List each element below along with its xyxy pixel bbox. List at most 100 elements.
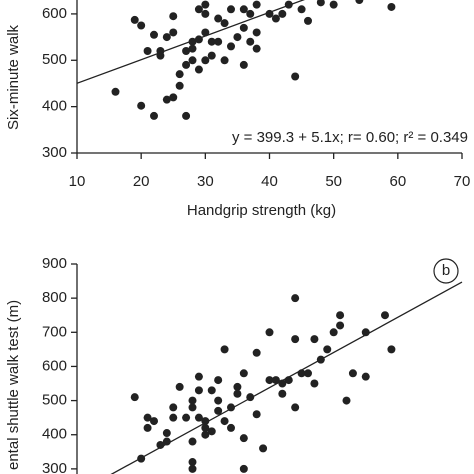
point <box>169 12 178 21</box>
point <box>342 396 351 405</box>
point <box>304 369 312 378</box>
point <box>137 21 146 30</box>
point <box>201 417 210 426</box>
point <box>214 376 223 385</box>
point <box>156 440 165 449</box>
point <box>182 111 191 120</box>
point <box>336 321 345 330</box>
point <box>316 0 325 7</box>
x-tick-label: 70 <box>454 173 471 190</box>
x-tick-label: 20 <box>133 173 150 190</box>
point <box>137 454 146 463</box>
point <box>227 403 235 412</box>
point <box>355 0 364 4</box>
point <box>194 65 203 74</box>
point <box>361 328 370 337</box>
y-tick-label: 400 <box>42 98 67 115</box>
y-tick-label: 700 <box>42 323 67 340</box>
point <box>233 382 242 391</box>
point <box>246 9 255 18</box>
point <box>214 14 223 23</box>
point <box>201 28 210 37</box>
point <box>291 72 300 81</box>
point <box>207 427 216 436</box>
x-axis-label: Handgrip strength (kg) <box>187 202 336 219</box>
point <box>291 335 300 344</box>
y-tick-label: 500 <box>42 392 67 409</box>
point <box>188 403 197 412</box>
point <box>201 430 210 439</box>
point <box>182 413 191 422</box>
x-tick-label: 60 <box>389 173 406 190</box>
point <box>201 9 210 18</box>
point <box>252 0 261 9</box>
point <box>175 70 184 79</box>
point <box>201 0 210 9</box>
y-tick-label: 900 <box>42 255 67 272</box>
point <box>284 0 293 9</box>
point <box>175 382 184 391</box>
point <box>214 396 223 405</box>
point <box>278 9 287 18</box>
point <box>246 37 255 46</box>
point <box>214 406 223 415</box>
point <box>207 51 216 60</box>
point <box>227 42 235 51</box>
point <box>329 0 338 9</box>
plot-area <box>110 281 463 474</box>
y-tick-label: 500 <box>42 51 67 68</box>
point <box>188 458 197 467</box>
y-tick-label: 300 <box>42 460 67 474</box>
point <box>188 56 197 65</box>
point <box>348 369 357 378</box>
point <box>150 30 158 39</box>
point <box>207 386 216 395</box>
point <box>252 44 261 53</box>
point <box>265 328 274 337</box>
point <box>271 14 280 23</box>
panel-badge <box>433 258 459 284</box>
point <box>162 95 171 104</box>
point <box>194 35 203 44</box>
point <box>381 311 389 320</box>
point <box>188 437 197 446</box>
point <box>137 101 146 110</box>
point <box>220 19 229 28</box>
point <box>233 33 242 42</box>
point <box>239 434 248 443</box>
point <box>201 56 210 65</box>
x-tick-label: 40 <box>261 173 278 190</box>
y-tick-label: 800 <box>42 289 67 306</box>
point <box>323 345 332 354</box>
point <box>361 372 370 381</box>
point <box>220 56 229 65</box>
point <box>252 410 261 419</box>
point <box>278 389 287 398</box>
point <box>239 369 248 378</box>
point <box>143 47 152 55</box>
point <box>310 335 319 344</box>
point <box>252 348 261 357</box>
point <box>188 464 197 473</box>
point <box>220 417 229 426</box>
point <box>387 345 396 354</box>
y-tick-label: 400 <box>42 426 67 443</box>
point <box>265 9 274 18</box>
point <box>291 294 300 303</box>
point <box>239 5 248 14</box>
point <box>150 111 158 120</box>
point <box>162 33 171 42</box>
point <box>239 23 248 32</box>
point <box>111 87 120 96</box>
point <box>265 376 274 385</box>
x-tick-label: 10 <box>69 173 86 190</box>
point <box>143 423 152 432</box>
point <box>194 5 203 14</box>
point <box>188 37 197 46</box>
point <box>304 16 312 25</box>
point <box>182 47 191 55</box>
point <box>233 389 242 398</box>
point <box>150 417 158 426</box>
point <box>252 28 261 37</box>
point <box>227 5 235 14</box>
